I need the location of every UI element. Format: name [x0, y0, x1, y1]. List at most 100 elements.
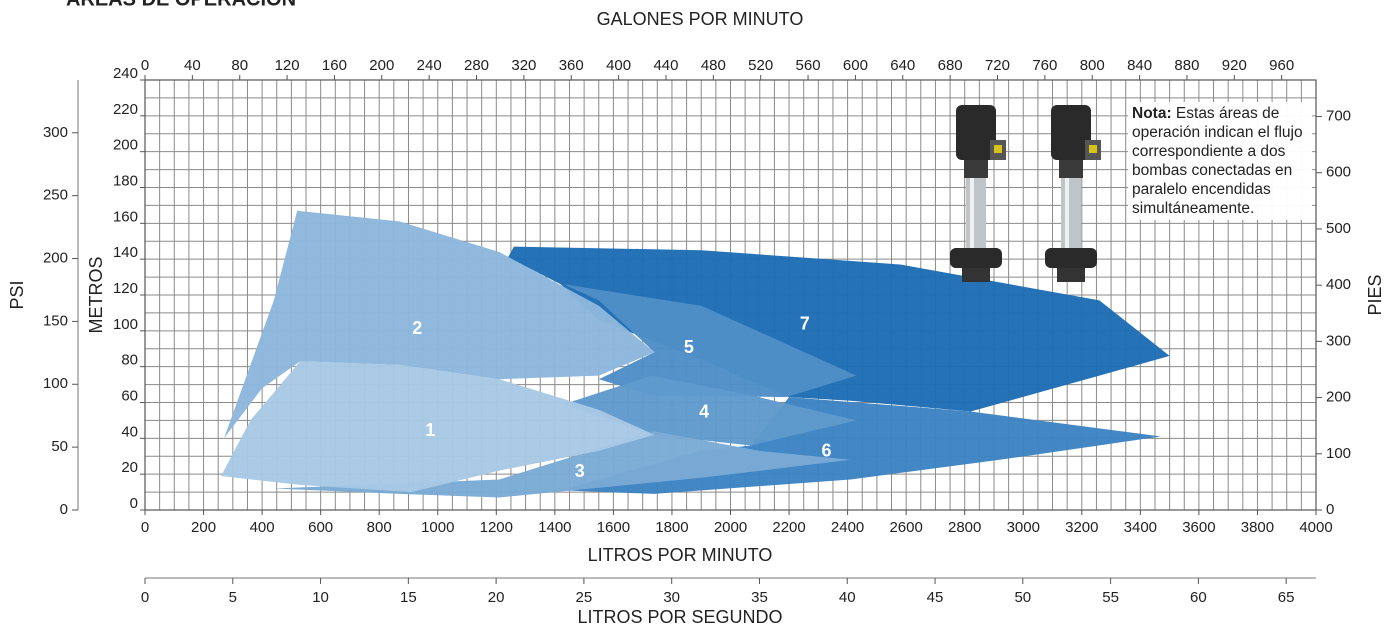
pump-images	[950, 105, 1101, 282]
y3-tick-label: 0	[60, 501, 68, 518]
x2-tick-label: 80	[231, 57, 248, 74]
x2-tick-label: 40	[184, 57, 201, 74]
x3-tick-label: 40	[839, 589, 856, 606]
x-axis-title: LITROS POR MINUTO	[588, 545, 773, 565]
x-tick-label: 4000	[1299, 519, 1332, 536]
x-tick-label: 600	[308, 519, 333, 536]
y2-tick-label: 0	[1326, 501, 1334, 518]
x-tick-label: 3000	[1007, 519, 1040, 536]
x3-tick-label: 60	[1190, 589, 1207, 606]
operating-area	[508, 246, 1170, 412]
x-tick-label: 2400	[831, 519, 864, 536]
y3-tick-label: 150	[43, 312, 68, 329]
x2-tick-label: 240	[417, 57, 442, 74]
x3-tick-label: 35	[751, 589, 768, 606]
x2-tick-label: 920	[1222, 57, 1247, 74]
x2-tick-label: 600	[843, 57, 868, 74]
x3-tick-label: 50	[1014, 589, 1031, 606]
x2-tick-label: 760	[1032, 57, 1057, 74]
x2-tick-label: 120	[275, 57, 300, 74]
area-label: 7	[800, 314, 810, 334]
x2-tick-label: 360	[559, 57, 584, 74]
x2-tick-label: 480	[701, 57, 726, 74]
x3-tick-label: 30	[663, 589, 680, 606]
x2-tick-label: 720	[985, 57, 1010, 74]
x-tick-label: 1400	[538, 519, 571, 536]
note-text: Estas áreas de operación indican el fluj…	[1132, 105, 1303, 217]
note: Nota: Estas áreas de operación indican e…	[1128, 102, 1312, 220]
area-label: 2	[412, 318, 422, 338]
x-tick-label: 3200	[1065, 519, 1098, 536]
x-tick-label: 2600	[889, 519, 922, 536]
x3-tick-label: 5	[229, 589, 237, 606]
y-tick-label: 0	[130, 495, 138, 512]
y2-axis-title: PIES	[1365, 274, 1385, 315]
x-tick-label: 400	[250, 519, 275, 536]
y3-tick-label: 50	[51, 438, 68, 455]
x2-tick-label: 680	[938, 57, 963, 74]
pump-icon	[950, 105, 1006, 282]
area-label: 1	[425, 420, 435, 440]
area-label: 5	[684, 337, 694, 357]
x2-tick-label: 440	[653, 57, 678, 74]
x2-tick-label: 840	[1127, 57, 1152, 74]
operating-area	[273, 431, 851, 498]
y-tick-label: 120	[113, 280, 138, 297]
x2-tick-label: 560	[796, 57, 821, 74]
y2-tick-label: 200	[1326, 389, 1351, 406]
x-tick-label: 3800	[1241, 519, 1274, 536]
y-tick-label: 220	[113, 101, 138, 118]
y-tick-label: 20	[121, 459, 138, 476]
x2-tick-label: 400	[606, 57, 631, 74]
operating-area	[224, 210, 655, 439]
x-tick-label: 0	[141, 519, 149, 536]
y2-tick-label: 300	[1326, 332, 1351, 349]
x-tick-label: 800	[367, 519, 392, 536]
x-tick-label: 2000	[714, 519, 747, 536]
y-tick-label: 40	[121, 423, 138, 440]
y-tick-label: 60	[121, 387, 138, 404]
x3-tick-label: 0	[141, 589, 149, 606]
operating-area	[221, 361, 655, 493]
chart-title: ÁREAS DE OPERACIÓN	[66, 0, 296, 10]
x2-tick-label: 880	[1174, 57, 1199, 74]
x-tick-label: 200	[191, 519, 216, 536]
y2-tick-label: 400	[1326, 276, 1351, 293]
x-tick-label: 1800	[655, 519, 688, 536]
x-tick-label: 2200	[772, 519, 805, 536]
y3-axis-title: PSI	[7, 280, 27, 309]
x3-tick-label: 55	[1102, 589, 1119, 606]
x2-tick-label: 800	[1080, 57, 1105, 74]
x3-tick-label: 20	[488, 589, 505, 606]
y3-tick-label: 200	[43, 250, 68, 267]
area-label: 6	[821, 440, 831, 460]
pump-icon	[1045, 105, 1101, 282]
x2-tick-label: 280	[464, 57, 489, 74]
y2-tick-label: 700	[1326, 108, 1351, 125]
y-tick-label: 80	[121, 352, 138, 369]
y-tick-label: 240	[113, 65, 138, 82]
area-label: 3	[575, 461, 585, 481]
y-tick-label: 160	[113, 208, 138, 225]
x2-tick-label: 640	[890, 57, 915, 74]
x3-axis-title: LITROS POR SEGUNDO	[577, 607, 782, 627]
x3-tick-label: 25	[576, 589, 593, 606]
x-tick-label: 3600	[1182, 519, 1215, 536]
x2-axis-title: GALONES POR MINUTO	[597, 9, 804, 29]
note-bold: Nota:	[1132, 105, 1172, 122]
y-tick-label: 180	[113, 172, 138, 189]
x2-tick-label: 0	[141, 57, 149, 74]
x2-tick-label: 320	[511, 57, 536, 74]
area-label: 4	[699, 401, 709, 421]
areas: 7 6 5 4 3 2 1	[221, 210, 1170, 498]
x3-tick-label: 15	[400, 589, 417, 606]
x3-tick-label: 65	[1278, 589, 1295, 606]
y-tick-label: 200	[113, 137, 138, 154]
x-tick-label: 1200	[480, 519, 513, 536]
x-tick-label: 2800	[948, 519, 981, 536]
x2-tick-label: 200	[369, 57, 394, 74]
x3-tick-label: 45	[927, 589, 944, 606]
y2-tick-label: 100	[1326, 445, 1351, 462]
